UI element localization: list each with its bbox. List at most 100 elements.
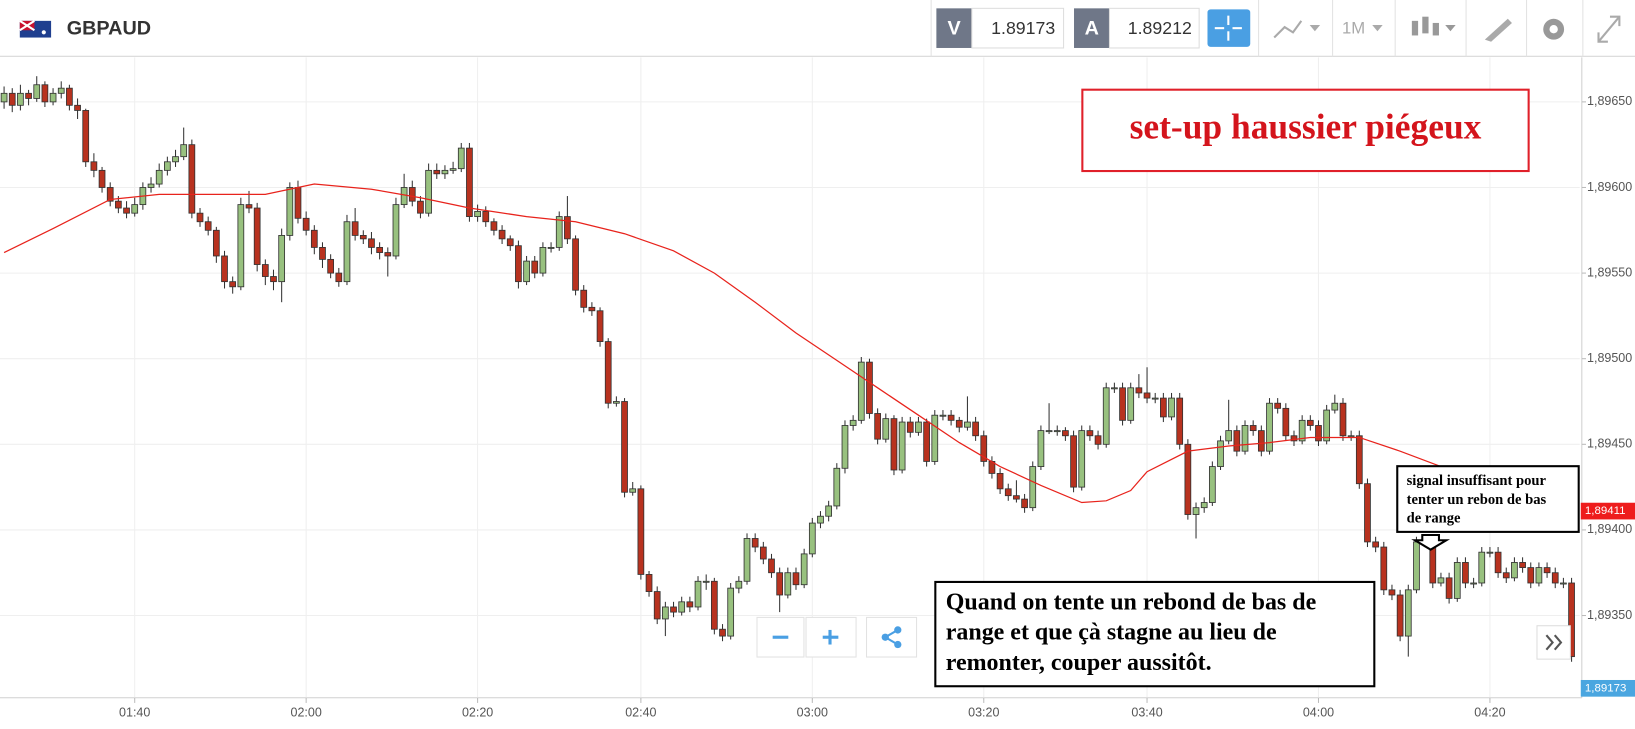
buy-price[interactable]: 1.89212: [1128, 18, 1192, 38]
toolbar: GBPAUD V 1.89173 A 1.89212 1M: [0, 0, 1635, 57]
candle-body: [621, 401, 628, 493]
candle-body: [1502, 572, 1510, 579]
settings-icon[interactable]: [1543, 18, 1565, 40]
candle-body: [245, 204, 253, 209]
candle-body: [294, 187, 302, 219]
candle-body: [417, 200, 424, 214]
candle-body: [955, 419, 963, 428]
candle-body: [964, 421, 971, 428]
y-tick-label: 1,89600: [1587, 180, 1632, 194]
candle-body: [768, 558, 775, 574]
x-tick-label: 02:00: [291, 706, 322, 720]
candle-body: [1249, 425, 1257, 432]
candle-body: [1527, 567, 1535, 584]
candle-body: [482, 211, 490, 223]
candle-body: [1364, 483, 1371, 543]
candle-body: [229, 281, 237, 288]
candle-body: [221, 255, 228, 283]
crosshair-button[interactable]: [1207, 9, 1251, 47]
candle-body: [1029, 466, 1037, 509]
share-button[interactable]: [865, 616, 918, 658]
candle-body: [833, 467, 841, 507]
candle-body: [1013, 495, 1020, 500]
candle-body: [474, 211, 481, 218]
candle-body: [1257, 430, 1265, 452]
buy-price-box[interactable]: [1108, 7, 1200, 49]
sell-label[interactable]: V: [947, 17, 961, 39]
candle-body: [939, 414, 947, 417]
candle-body: [90, 161, 98, 171]
moving-average: [3, 183, 1572, 514]
candle-body: [596, 310, 604, 342]
signal-note-line: de range: [1407, 511, 1461, 527]
candle-body: [915, 421, 922, 433]
candle-body: [825, 505, 833, 517]
timeframe-caret[interactable]: [1372, 25, 1383, 32]
candle-body: [1135, 387, 1143, 394]
candle-body: [1470, 582, 1477, 585]
sell-button[interactable]: [936, 8, 972, 48]
sell-price-box[interactable]: [971, 7, 1065, 49]
draw-icon[interactable]: [1484, 18, 1512, 42]
candle-body: [800, 553, 808, 586]
candle-body: [25, 92, 32, 99]
candle-body: [931, 414, 939, 462]
candle-body: [66, 87, 73, 106]
candle-body: [1045, 430, 1053, 433]
candle-body: [1094, 435, 1102, 445]
candle-body: [817, 515, 824, 524]
candle-body: [1086, 430, 1094, 437]
candle-body: [1111, 387, 1118, 390]
buy-button[interactable]: [1074, 8, 1110, 48]
candle-body: [890, 418, 898, 471]
candle-body: [302, 217, 310, 231]
candle-body: [906, 421, 914, 433]
timeframe[interactable]: 1M: [1342, 19, 1365, 38]
last-price-label: 1,89411: [1585, 505, 1626, 517]
candle-body: [368, 238, 375, 248]
candle-body: [343, 221, 351, 283]
candle-body: [1519, 562, 1526, 569]
sell-price[interactable]: 1.89173: [991, 18, 1055, 38]
zoom-out[interactable]: [756, 616, 805, 658]
candle-body: [253, 207, 261, 265]
candle-body: [188, 144, 196, 214]
signal-arrow: [1411, 533, 1451, 551]
candle-body: [539, 246, 547, 274]
flag-icon: [19, 19, 52, 38]
candle-body: [1323, 409, 1331, 442]
candle-body: [1176, 397, 1184, 445]
title-box-text: set-up haussier piégeux: [1130, 107, 1482, 147]
candle-body: [580, 289, 588, 308]
candle-body: [0, 92, 8, 103]
candle-body: [874, 413, 881, 440]
toolbar-bg: [0, 0, 1635, 57]
buy-label[interactable]: A: [1085, 17, 1099, 39]
candle-body: [1315, 425, 1322, 442]
candle-body: [1560, 582, 1567, 585]
candle-body: [637, 488, 645, 575]
candle-body: [1306, 419, 1314, 426]
candle-body: [1282, 407, 1290, 437]
chart-type-icon[interactable]: [1273, 20, 1321, 39]
candle-body: [1486, 551, 1494, 554]
candle-body: [1551, 572, 1559, 584]
candles-icon[interactable]: [1411, 16, 1456, 36]
candle-body: [335, 272, 343, 283]
candle-body: [1217, 440, 1224, 467]
candle-body: [751, 538, 759, 548]
fullscreen-icon[interactable]: [1597, 15, 1621, 43]
candle-body: [662, 606, 669, 620]
candle-body: [1266, 402, 1273, 452]
candle-body: [449, 168, 457, 171]
candle-body: [1241, 425, 1249, 452]
candle-body: [286, 187, 294, 236]
candle-body: [1413, 541, 1420, 591]
candle-body: [1445, 577, 1453, 599]
candle-body: [98, 169, 106, 188]
candle-body: [1021, 498, 1028, 509]
candle-body: [792, 572, 800, 586]
candle-body: [1233, 430, 1241, 452]
symbol[interactable]: GBPAUD: [67, 17, 151, 39]
candle-body: [106, 187, 114, 202]
